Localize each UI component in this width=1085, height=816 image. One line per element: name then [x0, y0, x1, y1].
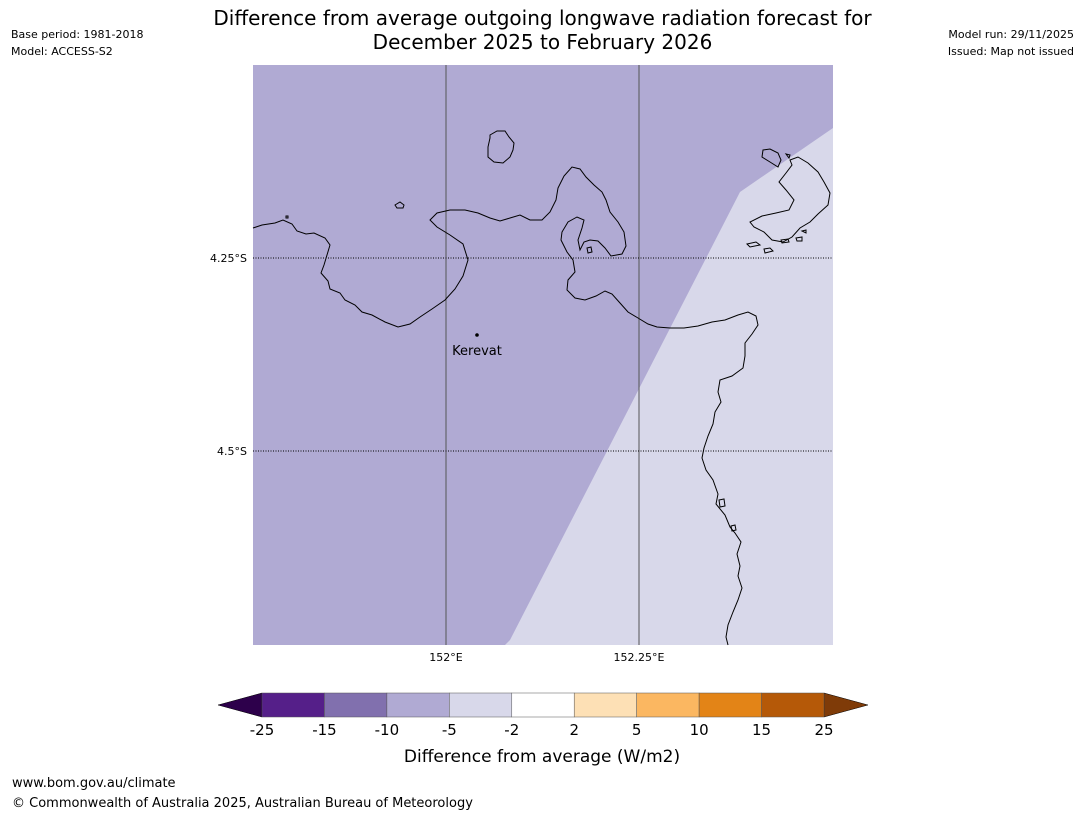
- coastline-islet-far-west: [285, 215, 289, 219]
- colorbar-swatch: [386, 692, 450, 718]
- coastline-island-east-large: [749, 156, 831, 243]
- colorbar-swatch: [511, 692, 575, 718]
- footer-copyright: © Commonwealth of Australia 2025, Austra…: [12, 796, 473, 811]
- coastline-islet-east-3: [780, 238, 790, 244]
- lon-label-152: 152°E: [429, 651, 462, 664]
- coastline-islet-inlet: [586, 246, 593, 254]
- colorbar-extend-under: [217, 692, 263, 718]
- colorbar-swatch: [636, 692, 700, 718]
- footer-url: www.bom.gov.au/climate: [12, 776, 176, 791]
- colorbar-tick-label: -5: [442, 721, 457, 739]
- colorbar-tick-label: 25: [814, 721, 833, 739]
- coastline-island-east: [761, 148, 782, 168]
- colorbar: -25 -15 -10 -5 -2 2 5 10 15 25: [217, 692, 869, 739]
- colorbar-label: Difference from average (W/m2): [404, 747, 680, 767]
- coastline-islet-east-6: [784, 153, 791, 160]
- coastline-islet-east-5: [800, 229, 807, 234]
- metadata-left: Base period: 1981-2018 Model: ACCESS-S2: [11, 26, 143, 60]
- coastline-islet-coast-2: [730, 524, 737, 532]
- place-label-kerevat: Kerevat: [452, 344, 502, 359]
- lon-label-152-25: 152.25°E: [614, 651, 665, 664]
- colorbar-swatch: [761, 692, 825, 718]
- lat-label-4-25: 4.25°S: [210, 252, 247, 265]
- colorbar-tick-label: -10: [375, 721, 400, 739]
- colorbar-tick-label: -15: [312, 721, 337, 739]
- coastline-main: [252, 166, 759, 646]
- issued-text: Issued: Map not issued: [947, 45, 1074, 58]
- map-title: Difference from average outgoing longwav…: [0, 6, 1085, 54]
- coastline-islet-east-2: [763, 247, 774, 254]
- place-marker-kerevat: [475, 333, 479, 337]
- coastline-islet-east-1: [746, 241, 762, 248]
- colorbar-swatch: [324, 692, 388, 718]
- colorbar-tick-label: 5: [632, 721, 642, 739]
- coastline: [252, 130, 831, 646]
- map-frame: 4.25°S 4.5°S 152°E 152.25°E Kerevat: [210, 65, 833, 664]
- colorbar-swatch: [449, 692, 513, 718]
- base-period-text: Base period: 1981-2018: [11, 28, 144, 41]
- coastline-islet-coast-1: [718, 498, 726, 508]
- map-title-line2: December 2025 to February 2026: [372, 30, 713, 54]
- colorbar-tick-label: 10: [690, 721, 709, 739]
- colorbar-swatch: [261, 692, 325, 718]
- coastline-islet-west: [394, 201, 405, 209]
- coastline-islet-east-4: [795, 236, 803, 242]
- coastline-island-north: [487, 130, 515, 164]
- colorbar-extend-over: [823, 692, 869, 718]
- colorbar-swatch: [698, 692, 762, 718]
- lat-label-4-5: 4.5°S: [217, 445, 247, 458]
- colorbar-tick-label: -25: [250, 721, 275, 739]
- colorbar-tick-label: 2: [569, 721, 579, 739]
- model-text: Model: ACCESS-S2: [11, 45, 113, 58]
- colorbar-tick-label: 15: [752, 721, 771, 739]
- metadata-right: Model run: 29/11/2025 Issued: Map not is…: [948, 26, 1074, 60]
- colorbar-tick-label: -2: [504, 721, 519, 739]
- model-run-text: Model run: 29/11/2025: [948, 28, 1074, 41]
- colorbar-swatch: [573, 692, 637, 718]
- anomaly-region-minus5-minus2: [505, 128, 833, 645]
- map-title-line1: Difference from average outgoing longwav…: [213, 6, 872, 30]
